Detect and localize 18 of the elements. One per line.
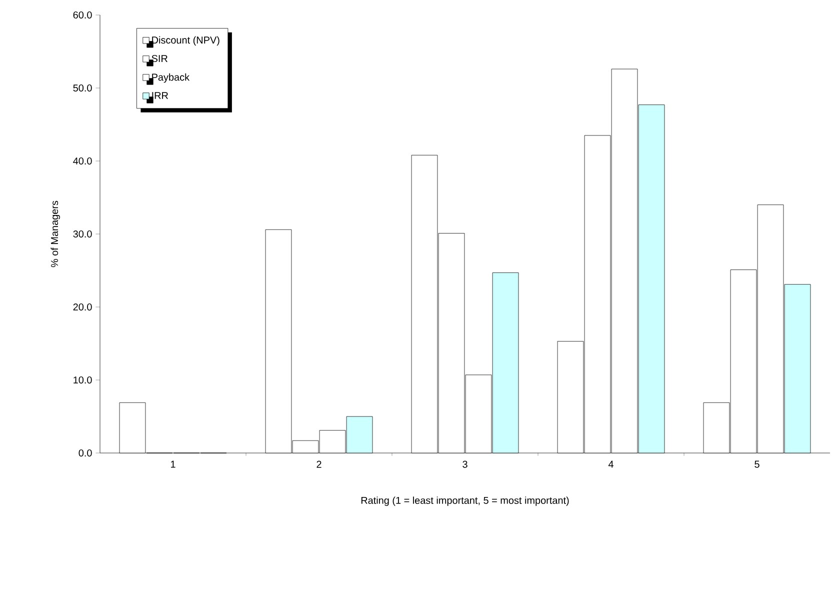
x-tick-label: 1 — [170, 460, 176, 468]
y-tick-label: 20.0 — [73, 303, 92, 311]
legend-label: SIR — [152, 54, 168, 62]
legend-label: Payback — [152, 73, 190, 83]
x-tick-label: 3 — [462, 460, 468, 468]
x-tick-label: 5 — [754, 460, 760, 468]
x-tick-label: 2 — [316, 460, 322, 468]
x-tick-label: 4 — [608, 460, 614, 468]
x-axis-title: Rating (1 = least important, 5 = most important) — [361, 496, 569, 506]
y-tick-label: 60.0 — [73, 11, 92, 19]
y-axis-title: % of Managers — [50, 200, 60, 268]
legend-label: IRR — [152, 92, 168, 99]
legend-label: Discount (NPV) — [152, 36, 220, 46]
y-tick-label: 50.0 — [73, 84, 92, 92]
y-tick-label: 10.0 — [74, 376, 92, 384]
y-tick-label: 30.0 — [73, 230, 92, 238]
y-tick-label: 0.0 — [78, 449, 92, 457]
y-tick-label: 40.0 — [73, 157, 92, 165]
